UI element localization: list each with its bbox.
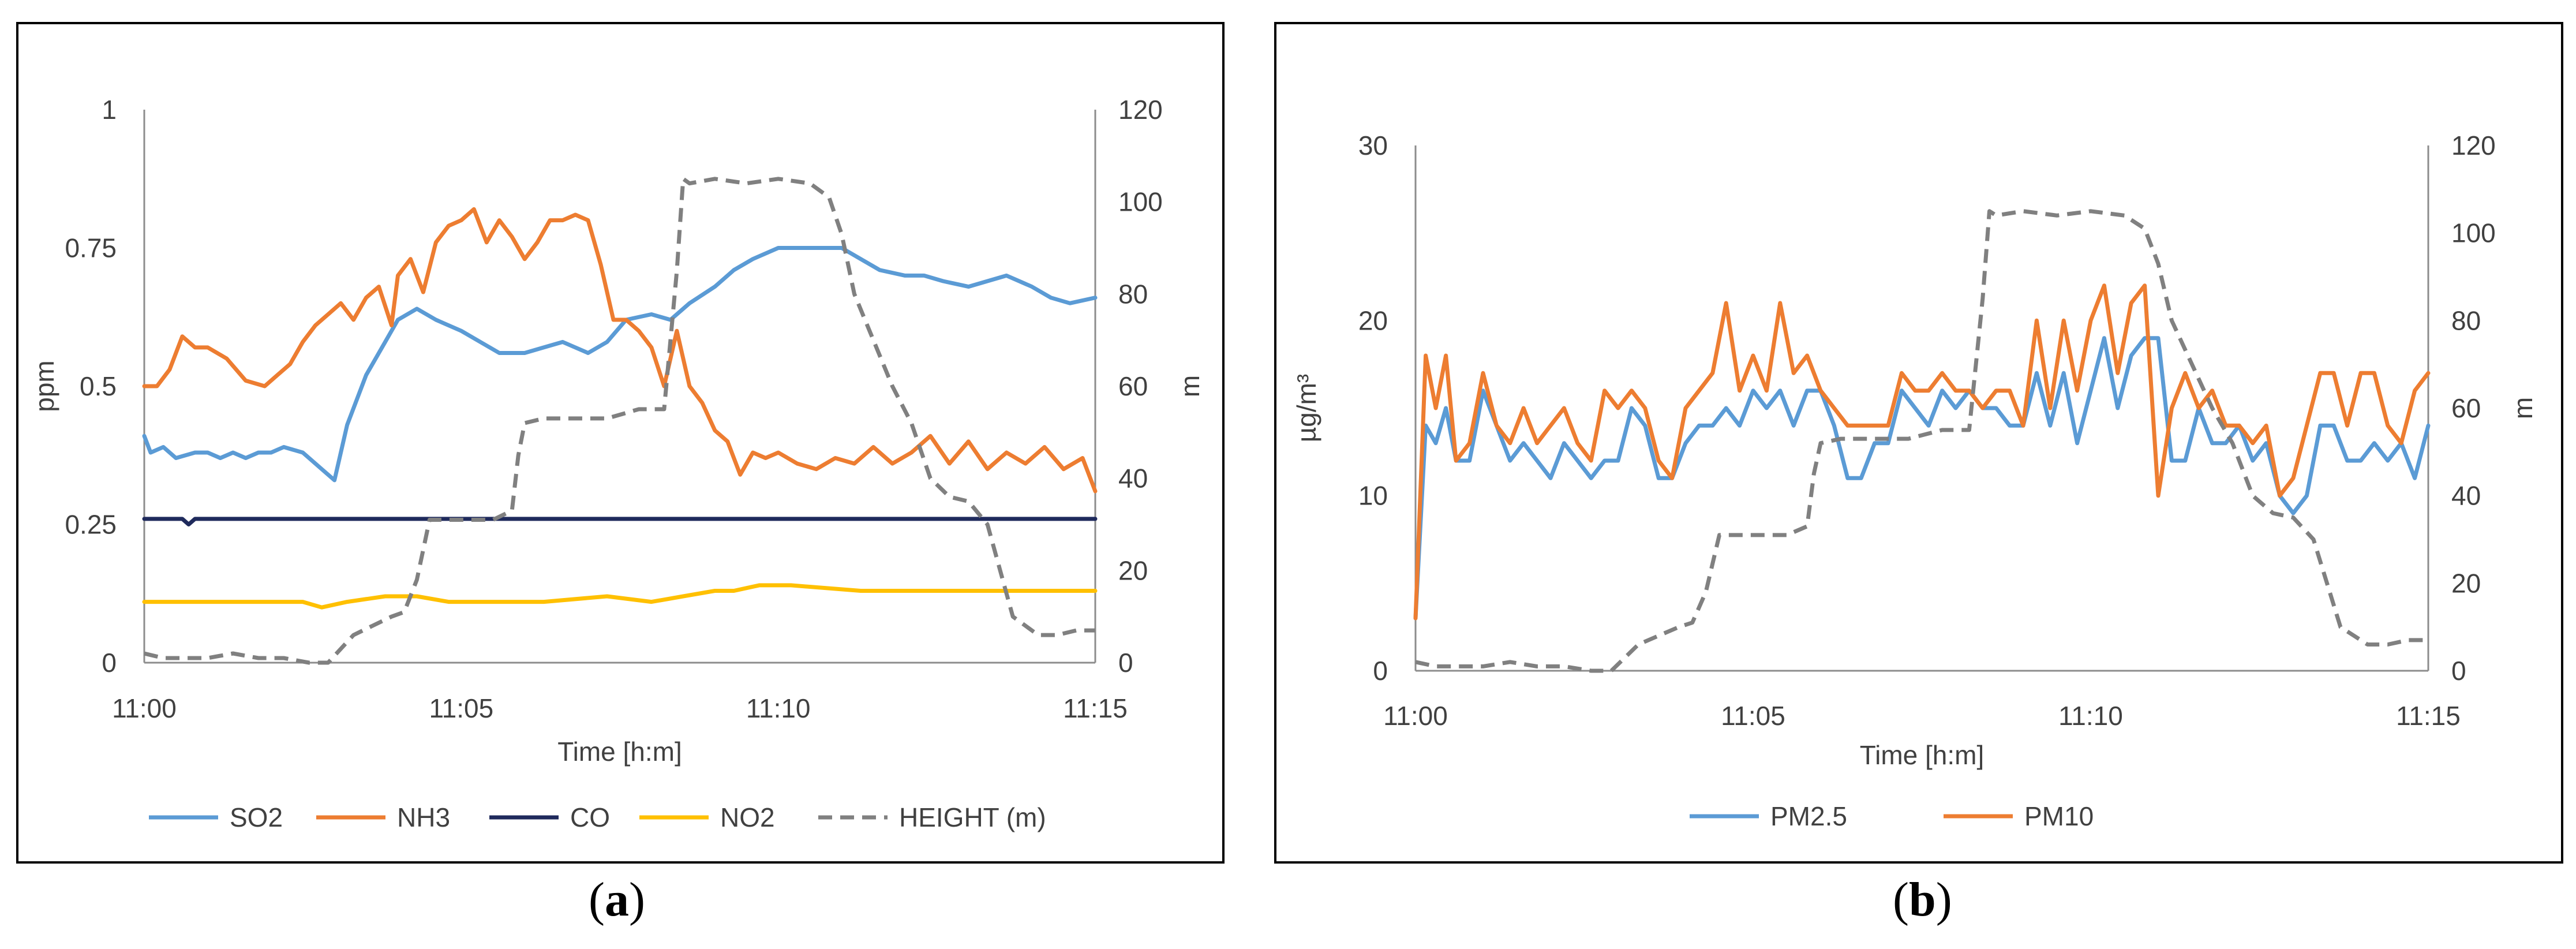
legend-label: PM2.5 [1770,801,1847,831]
x-tick-label: 11:10 [2058,701,2123,731]
plot-area [142,177,1098,665]
y-tick-label: 1 [102,95,117,125]
x-tick-label: 11:00 [112,693,177,723]
plot-area [1413,209,2431,673]
y-tick-label: 10 [1358,481,1388,511]
x-axis-label: Time [h:m] [1860,740,1985,770]
y-axis-label: ppm [29,360,59,412]
y-axis-label: µg/m³ [1291,374,1321,443]
y-tick-label: 0 [102,648,117,678]
series-line-height-m [1415,209,2428,673]
x-tick-label: 11:00 [1383,701,1448,731]
y2-tick-label: 80 [1118,279,1148,309]
legend-item-height-m: HEIGHT (m) [818,802,1046,832]
x-tick-label: 11:15 [1063,693,1128,723]
legend-label: PM10 [2024,801,2094,831]
y2-axis-label: m [1175,375,1205,397]
legend-label: NH3 [397,802,450,832]
legend-item-nh3: NH3 [316,802,450,832]
x-tick-label: 11:10 [746,693,811,723]
y2-tick-label: 20 [1118,555,1148,585]
y2-tick-label: 60 [1118,371,1148,401]
legend-item-pm2-5: PM2.5 [1690,801,1847,831]
y-tick-label: 0 [1373,656,1388,686]
legend-label: SO2 [230,802,283,832]
caption-a: (a) [589,873,645,926]
y-tick-label: 0.75 [65,233,117,263]
legend-item-co: CO [489,802,610,832]
y-tick-label: 0.25 [65,510,117,540]
y2-tick-label: 80 [2451,305,2481,335]
legend: PM2.5 PM10 [1690,801,2094,831]
legend: SO2 NH3 CO NO2 HEIGHT (m) [149,802,1046,832]
y2-tick-label: 100 [1118,187,1163,217]
legend-item-no2: NO2 [639,802,775,832]
series-line-pm10 [1413,283,2431,621]
x-tick-label: 11:05 [429,693,493,723]
series-line-height-m [144,177,1095,665]
y-tick-label: 0.5 [80,371,117,401]
series-line-nh3 [142,207,1098,494]
legend-label: NO2 [720,802,775,832]
y2-tick-label: 0 [2451,656,2466,686]
series-line-no2 [142,583,1098,610]
y2-tick-label: 100 [2451,218,2496,248]
y2-tick-label: 120 [2451,130,2496,160]
chart-b-border [1274,22,2563,864]
x-tick-label: 11:05 [1721,701,1785,731]
legend-label: HEIGHT (m) [899,802,1046,832]
y2-tick-label: 40 [1118,464,1148,494]
legend-label: CO [570,802,610,832]
legend-item-so2: SO2 [149,802,283,832]
y2-tick-label: 120 [1118,95,1163,125]
y2-tick-label: 40 [2451,481,2481,511]
y2-tick-label: 60 [2451,393,2481,423]
y2-tick-label: 0 [1118,648,1133,678]
chart-a: 0 0.25 0.5 0.75 1 0 20 40 60 80 100 120 11:00 11:05 11… [16,22,1225,864]
chart-b: 0 10 20 30 0 20 40 60 80 100 120 11:00 11:05 11:10 11:… [1274,22,2563,864]
y2-axis-label: m [2508,397,2538,419]
chart-a-border [16,22,1225,864]
series-line-pm2-5 [1413,336,2431,621]
series-line-so2 [142,246,1098,483]
x-axis-label: Time [h:m] [557,737,682,767]
y-tick-label: 30 [1358,130,1388,160]
y-tick-label: 20 [1358,305,1388,335]
x-tick-label: 11:15 [2396,701,2461,731]
legend-item-pm10: PM10 [1944,801,2094,831]
caption-b: (b) [1893,873,1952,926]
y2-tick-label: 20 [2451,568,2481,598]
